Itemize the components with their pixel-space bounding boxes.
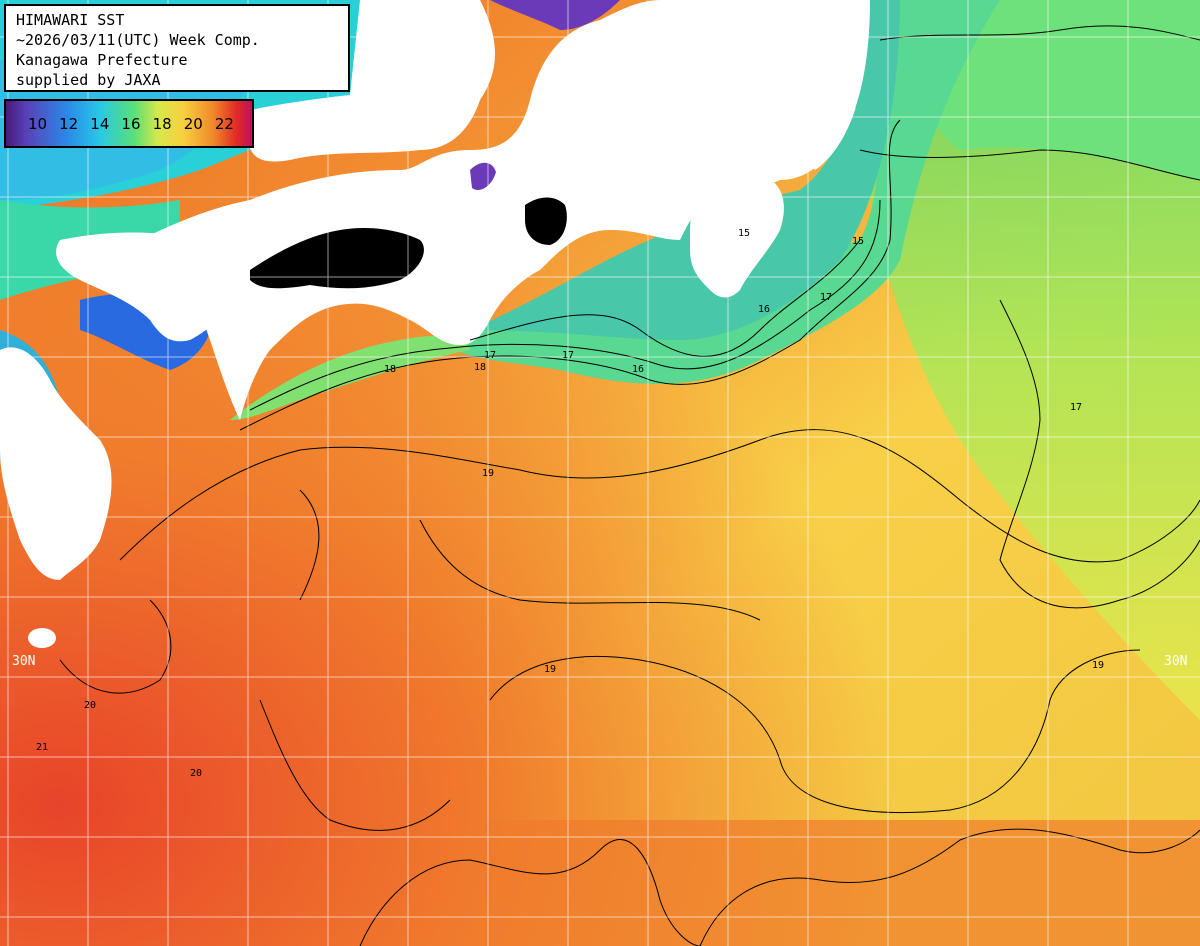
sea-coastal-band-cool xyxy=(470,0,900,340)
color-legend: 10 12 14 16 18 20 22 xyxy=(4,99,254,148)
land-shikoku xyxy=(56,232,240,342)
contour-15-east xyxy=(879,25,1200,41)
contour-label: 18 xyxy=(384,364,396,375)
contour-19a xyxy=(119,429,1200,563)
legend-label: 18 xyxy=(152,114,172,133)
contour-20c xyxy=(359,839,701,946)
mask-osaka-bay xyxy=(250,228,424,289)
contour-label: 17 xyxy=(820,292,832,303)
contour-19c xyxy=(489,649,1141,813)
contour-label: 16 xyxy=(758,304,770,315)
contour-20b xyxy=(259,699,451,831)
contour-label: 21 xyxy=(36,742,48,753)
legend-label: 14 xyxy=(90,114,110,133)
contour-label: 16 xyxy=(632,364,644,375)
contour-17-east xyxy=(999,299,1200,609)
legend-label: 20 xyxy=(183,114,203,133)
legend-label: 22 xyxy=(214,114,234,133)
contour-19b xyxy=(299,489,761,621)
land-kyushu xyxy=(0,347,112,580)
sea-north-cold xyxy=(490,0,620,30)
longitude-label: 136E xyxy=(474,10,489,42)
contour-label: 17 xyxy=(562,350,574,361)
legend-label: 12 xyxy=(59,114,79,133)
contour-label: 15 xyxy=(852,236,864,247)
contour-label: 18 xyxy=(474,362,486,373)
land-yakushima xyxy=(28,628,56,648)
land-honshu-west xyxy=(247,0,495,162)
lake-biwa xyxy=(470,162,496,191)
legend-label: 10 xyxy=(28,114,48,133)
contour-20d xyxy=(699,828,1200,946)
title-credit: supplied by JAXA xyxy=(16,71,161,89)
sea-northeast-cool xyxy=(860,0,1200,720)
title-line: HIMAWARI SST xyxy=(16,11,125,29)
land-honshu xyxy=(120,0,870,420)
sea-coastal-band-east xyxy=(440,0,1000,384)
legend-label: 16 xyxy=(121,114,141,133)
contour-label: 19 xyxy=(1092,660,1104,671)
contour-16-east xyxy=(859,149,1200,181)
contour-label: 15 xyxy=(738,228,750,239)
title-region: Kanagawa Prefecture xyxy=(16,51,188,69)
title-date: ~2026/03/11(UTC) Week Comp. xyxy=(16,31,260,49)
title-box: HIMAWARI SST ~2026/03/11(UTC) Week Comp.… xyxy=(4,4,350,92)
mask-ise-bay xyxy=(525,197,567,245)
land-izu-area xyxy=(807,77,857,170)
contour-label: 17 xyxy=(1070,402,1082,413)
contour-label-group: 15 15 16 16 17 17 17 17 18 18 19 19 19 2… xyxy=(36,228,1104,779)
latitude-label-left: 30N xyxy=(12,654,36,669)
contour-label: 17 xyxy=(484,350,496,361)
contour-18 xyxy=(239,119,901,431)
land-kii-peninsula xyxy=(690,173,784,298)
latitude-label-right: 30N xyxy=(1164,654,1188,669)
contour-lines xyxy=(59,25,1200,946)
contour-label: 19 xyxy=(482,468,494,479)
contour-label: 20 xyxy=(190,768,202,779)
contour-16 xyxy=(469,239,861,357)
contour-label: 19 xyxy=(544,664,556,675)
contour-20a xyxy=(59,599,172,694)
contour-17 xyxy=(249,199,881,411)
contour-label: 20 xyxy=(84,700,96,711)
